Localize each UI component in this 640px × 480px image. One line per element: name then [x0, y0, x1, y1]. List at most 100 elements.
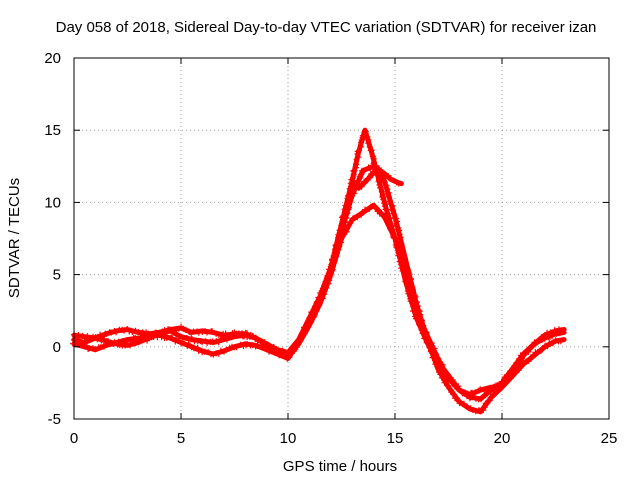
data-point: [385, 221, 392, 228]
data-point: [470, 407, 476, 413]
data-point: [182, 326, 189, 333]
data-point: [84, 333, 91, 340]
data-point: [353, 161, 359, 168]
data-point: [377, 184, 384, 191]
data-point: [75, 331, 82, 338]
data-point: [244, 341, 251, 348]
data-point: [432, 350, 439, 356]
data-point: [195, 348, 202, 354]
data-point: [397, 251, 404, 258]
data-point: [331, 257, 338, 264]
data-point: [552, 337, 559, 344]
data-point: [481, 404, 488, 411]
data-point: [397, 235, 403, 242]
data-point: [102, 330, 109, 337]
data-point: [326, 275, 333, 282]
x-tick-label: 5: [177, 430, 185, 447]
data-point: [351, 190, 358, 197]
x-tick-label: 10: [280, 430, 297, 447]
data-point: [350, 180, 357, 187]
data-point: [349, 215, 356, 222]
series-track-a: [71, 127, 567, 403]
data-point: [378, 210, 385, 217]
data-point: [539, 336, 545, 343]
data-point: [195, 329, 202, 336]
data-point: [204, 329, 210, 336]
data-point: [79, 341, 86, 348]
plot-frame: [73, 57, 610, 420]
x-tick-label: 25: [601, 430, 618, 447]
data-point: [453, 395, 460, 402]
data-point: [438, 361, 445, 368]
data-point: [435, 355, 442, 362]
series-line: [71, 127, 567, 402]
data-point: [406, 278, 413, 285]
data-point: [153, 331, 160, 338]
data-point: [199, 339, 206, 346]
data-point: [387, 175, 394, 181]
data-point: [472, 389, 479, 396]
data-point: [378, 188, 385, 195]
data-point: [389, 202, 396, 209]
data-point: [372, 203, 379, 210]
data-point: [506, 375, 513, 381]
data-point: [434, 364, 441, 371]
data-point: [361, 167, 368, 174]
data-point: [336, 242, 343, 249]
data-point: [194, 344, 201, 351]
data-point: [380, 196, 387, 203]
data-point: [501, 381, 508, 388]
data-point: [433, 351, 440, 358]
axes: [73, 57, 610, 420]
data-point: [326, 271, 333, 278]
data-point: [385, 193, 392, 200]
data-point: [252, 334, 259, 341]
data-point: [225, 334, 232, 341]
chart-title: Day 058 of 2018, Sidereal Day-to-day VTE…: [56, 19, 597, 36]
data-point: [364, 133, 371, 140]
data-point: [413, 307, 420, 314]
data-point: [406, 283, 413, 290]
data-point: [461, 389, 468, 396]
data-point: [85, 346, 92, 352]
data-point: [346, 199, 352, 206]
y-tick-label: 5: [53, 267, 61, 284]
data-point: [409, 295, 416, 302]
x-axis-label: GPS time / hours: [283, 458, 397, 475]
data-point: [388, 226, 395, 233]
data-point: [345, 204, 352, 211]
data-point: [113, 329, 120, 336]
data-point: [478, 396, 484, 403]
data-point: [402, 268, 409, 275]
data-point: [391, 235, 398, 241]
data-point: [249, 342, 256, 349]
data-point: [338, 236, 345, 243]
x-tick-labels: 0 5 10 15 20 25: [70, 430, 618, 447]
data-point: [410, 298, 416, 305]
data-point: [169, 328, 176, 335]
data-point: [343, 215, 350, 221]
data-point: [381, 214, 388, 221]
data-point: [233, 344, 240, 351]
data-point: [450, 391, 457, 398]
data-point: [223, 346, 230, 353]
data-point: [322, 284, 329, 291]
data-point: [316, 301, 323, 308]
data-point: [519, 353, 526, 360]
data-point: [535, 349, 541, 355]
data-point: [293, 344, 300, 351]
data-point: [97, 331, 104, 338]
data-point: [184, 342, 191, 349]
data-point: [376, 166, 383, 173]
data-point: [105, 337, 111, 344]
data-point: [423, 331, 430, 338]
data-point: [132, 327, 139, 334]
data-point: [381, 203, 388, 210]
data-point: [80, 342, 87, 349]
data-point: [268, 344, 275, 351]
x-tick-label: 15: [387, 430, 404, 447]
data-point: [222, 330, 229, 337]
data-point: [314, 304, 320, 311]
data-point: [529, 342, 536, 349]
data-point: [456, 400, 463, 407]
